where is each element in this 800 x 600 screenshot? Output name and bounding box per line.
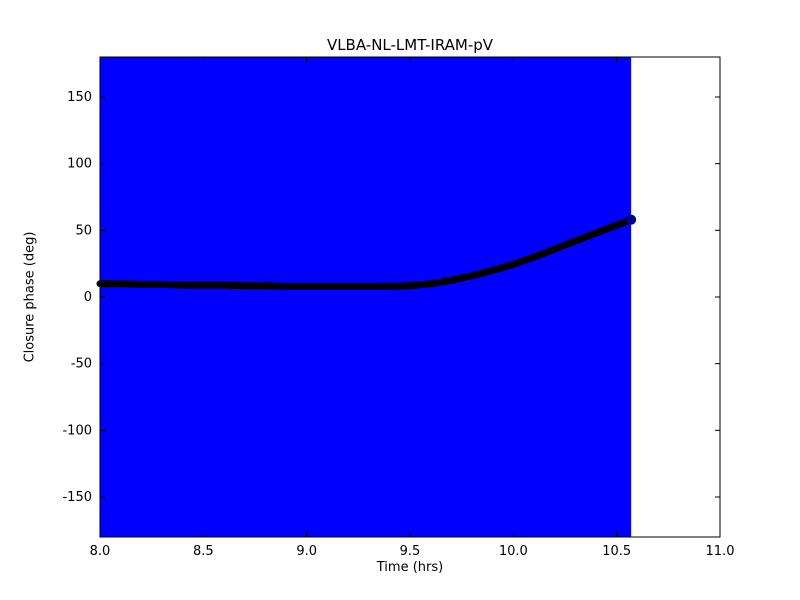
x-tick-label: 10.5	[602, 544, 631, 559]
series-end-marker	[626, 214, 637, 225]
closure-phase-series	[96, 216, 635, 290]
x-tick-label: 9.5	[400, 544, 421, 559]
y-tick-label: 50	[75, 223, 92, 238]
y-axis-label: Closure phase (deg)	[22, 231, 38, 363]
x-axis-label: Time (hrs)	[376, 560, 444, 575]
y-tick-label: -50	[71, 357, 92, 372]
y-tick-label: -150	[62, 490, 92, 505]
x-tick-label: 9.0	[296, 544, 317, 559]
y-tick-label: 100	[67, 157, 92, 172]
y-tick-label: 150	[67, 90, 92, 105]
x-tick-label: 8.0	[90, 544, 111, 559]
y-tick-label: -100	[62, 423, 92, 438]
chart-title: VLBA-NL-LMT-IRAM-pV	[326, 36, 494, 54]
x-tick-label: 10.0	[499, 544, 528, 559]
y-tick-label: 0	[84, 290, 92, 305]
x-tick-label: 8.5	[193, 544, 214, 559]
errorbar-band	[100, 57, 632, 537]
x-tick-label: 11.0	[706, 544, 735, 559]
